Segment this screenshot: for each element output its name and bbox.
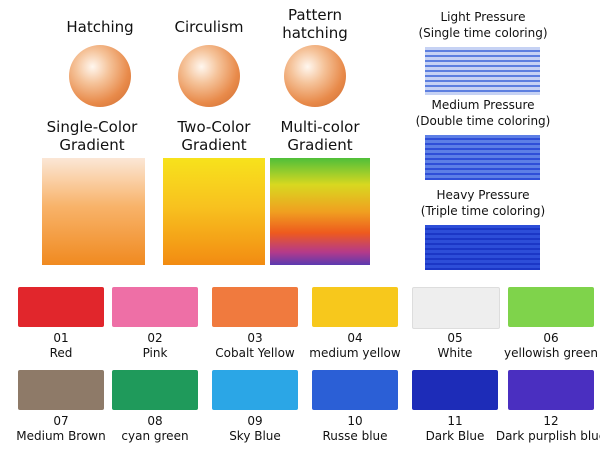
pressure-note: (Triple time coloring) <box>420 204 546 218</box>
pressure-label: Medium Pressure <box>431 98 535 112</box>
color-name: Sky Blue <box>229 429 281 443</box>
color-name: Red <box>49 346 73 360</box>
sphere <box>284 45 346 107</box>
color-number: 01 <box>53 331 69 345</box>
color-number: 02 <box>147 331 163 345</box>
color-name: Dark purplish blue <box>495 429 600 443</box>
color-swatch <box>212 370 298 410</box>
color-name: Medium Brown <box>16 429 106 443</box>
color-number: 03 <box>247 331 263 345</box>
gradient-label: Single-Color Gradient <box>46 118 138 154</box>
gradient-label: Two-Color Gradient <box>177 118 251 154</box>
pressure-swatch <box>425 135 540 180</box>
color-name: medium yellow <box>309 346 401 360</box>
technique-label: Hatching <box>66 18 134 36</box>
sphere <box>69 45 131 107</box>
color-swatch <box>412 287 500 329</box>
gradient-label: Multi-color Gradient <box>280 118 360 154</box>
color-name: Cobalt Yellow <box>215 346 295 360</box>
technique-label: Pattern hatching <box>282 6 348 42</box>
color-swatch <box>508 287 594 327</box>
gradient-swatch <box>42 158 145 265</box>
color-swatch <box>312 287 398 327</box>
pressure-swatch <box>425 225 540 270</box>
color-swatch <box>412 370 498 410</box>
gradient-swatch <box>163 158 265 265</box>
gradient-swatch <box>270 158 370 265</box>
color-swatch <box>312 370 398 410</box>
color-number: 10 <box>347 414 363 428</box>
color-name: Russe blue <box>322 429 388 443</box>
pressure-label: Heavy Pressure <box>436 188 530 202</box>
color-name: White <box>437 346 473 360</box>
technique-label: Circulism <box>174 18 244 36</box>
color-number: 05 <box>447 331 463 345</box>
color-name: Dark Blue <box>425 429 485 443</box>
color-number: 08 <box>147 414 163 428</box>
color-swatch <box>18 370 104 410</box>
color-name: yellowish green <box>504 346 598 360</box>
color-number: 06 <box>543 331 559 345</box>
pressure-note: (Single time coloring) <box>418 26 548 40</box>
color-name: cyan green <box>121 429 189 443</box>
color-number: 12 <box>543 414 559 428</box>
color-name: Pink <box>142 346 168 360</box>
color-number: 11 <box>447 414 463 428</box>
color-swatch <box>508 370 594 410</box>
color-number: 07 <box>53 414 69 428</box>
color-swatch <box>18 287 104 327</box>
pressure-note: (Double time coloring) <box>415 114 551 128</box>
pressure-swatch <box>425 47 540 95</box>
pressure-label: Light Pressure <box>440 10 526 24</box>
color-swatch <box>212 287 298 327</box>
color-swatch <box>112 287 198 327</box>
color-swatch <box>112 370 198 410</box>
color-number: 04 <box>347 331 363 345</box>
sphere <box>178 45 240 107</box>
color-number: 09 <box>247 414 263 428</box>
